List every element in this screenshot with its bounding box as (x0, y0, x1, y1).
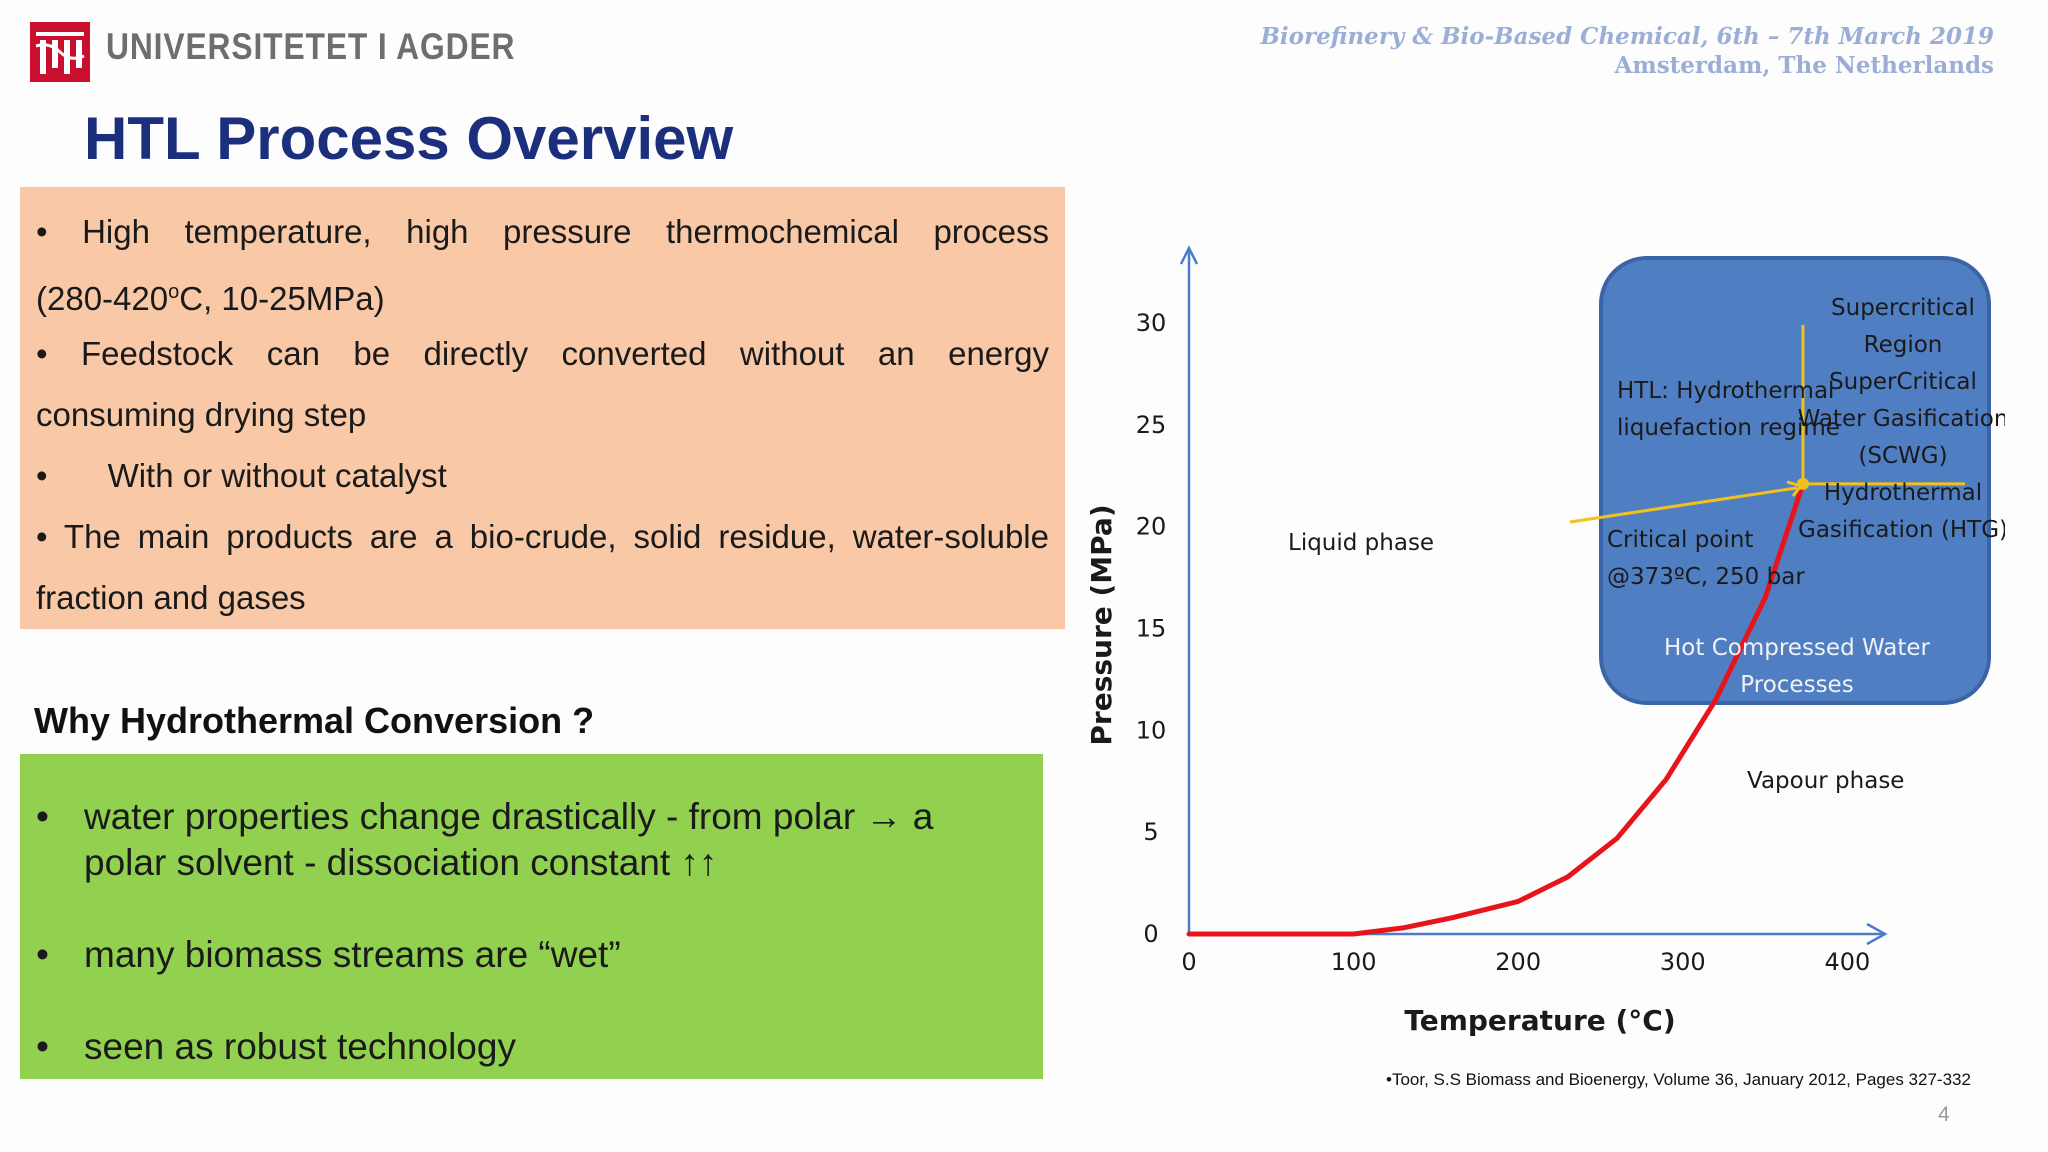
htg-label-2: Gasification (HTG) (1798, 517, 2005, 543)
page-number: 4 (1938, 1103, 1950, 1126)
y-tick-label: 5 (1143, 818, 1158, 846)
supercritical-label-2: Region (1864, 332, 1943, 358)
x-axis-title: Temperature (°C) (1404, 1004, 1675, 1037)
conference-line-2: Amsterdam, The Netherlands (1614, 52, 1994, 79)
y-tick-label: 30 (1136, 309, 1167, 337)
htl-regime-label-1: HTL: Hydrothermal (1617, 378, 1834, 404)
x-tick-label: 100 (1331, 948, 1377, 976)
vapour-phase-label: Vapour phase (1747, 768, 1904, 794)
slide-title: HTL Process Overview (84, 105, 734, 172)
conference-info: Biorefinery & Bio-Based Chemical, 6th – … (1260, 22, 1994, 80)
y-axis-arrow-icon (1179, 245, 1199, 265)
supercritical-label-1: Supercritical (1831, 295, 1975, 321)
why-heading: Why Hydrothermal Conversion ? (34, 700, 595, 741)
bullet-4-line-1: • The main products are a bio-crude, sol… (36, 518, 1049, 555)
y-tick-label: 15 (1136, 615, 1167, 643)
scwg-label-3: (SCWG) (1858, 443, 1947, 469)
why-reasons-box: • water properties change drastically - … (20, 754, 1043, 1079)
hcw-label-2: Processes (1740, 672, 1853, 698)
bullet-1-line-1: • High temperature, high pressure thermo… (36, 213, 1049, 250)
x-tick-label: 0 (1181, 948, 1196, 976)
bullet-3: • With or without catalyst (36, 457, 447, 494)
x-axis-arrow-icon (1866, 922, 1888, 946)
critical-point-label-1: Critical point (1607, 527, 1753, 553)
scwg-label-1: SuperCritical (1829, 369, 1977, 395)
bullet-4-line-2: fraction and gases (36, 579, 306, 616)
critical-point-marker (1796, 477, 1809, 490)
htl-summary-box: • High temperature, high pressure thermo… (20, 187, 1065, 629)
bullet-2-line-1: • Feedstock can be directly converted wi… (36, 335, 1049, 372)
saturation-curve (1186, 481, 1806, 937)
conference-line-1: Biorefinery & Bio-Based Chemical, 6th – … (1260, 23, 1994, 50)
htg-label-1: Hydrothermal (1824, 480, 1982, 506)
reference-citation: •Toor, S.S Biomass and Bioenergy, Volume… (1386, 1070, 1971, 1089)
y-tick-label: 10 (1136, 716, 1167, 744)
y-tick-label: 25 (1136, 411, 1167, 439)
y-axis-title: Pressure (MPa) (1085, 504, 1118, 745)
university-logo-icon (30, 22, 90, 82)
hot-compressed-water-region (1599, 256, 1991, 705)
y-tick-label: 20 (1136, 513, 1167, 541)
x-tick-label: 300 (1660, 948, 1706, 976)
critical-point-label-2: @373ºC, 250 bar (1607, 564, 1805, 590)
critical-point-pointer (1569, 486, 1798, 524)
liquid-phase-label: Liquid phase (1288, 530, 1434, 556)
y-tick-label: 0 (1143, 920, 1158, 948)
scwg-label-2: Water Gasification (1798, 406, 2005, 432)
x-tick-label: 200 (1495, 948, 1541, 976)
x-tick-label: 400 (1824, 948, 1870, 976)
bullet-2-line-2: consuming drying step (36, 396, 367, 433)
university-name: UNIVERSITETET I AGDER (106, 26, 516, 67)
htl-regime-label-2: liquefaction regime (1617, 415, 1840, 441)
hcw-label-1: Hot Compressed Water (1664, 635, 1930, 661)
bullet-1-line-2: (280-420oC, 10-25MPa) (36, 280, 385, 317)
